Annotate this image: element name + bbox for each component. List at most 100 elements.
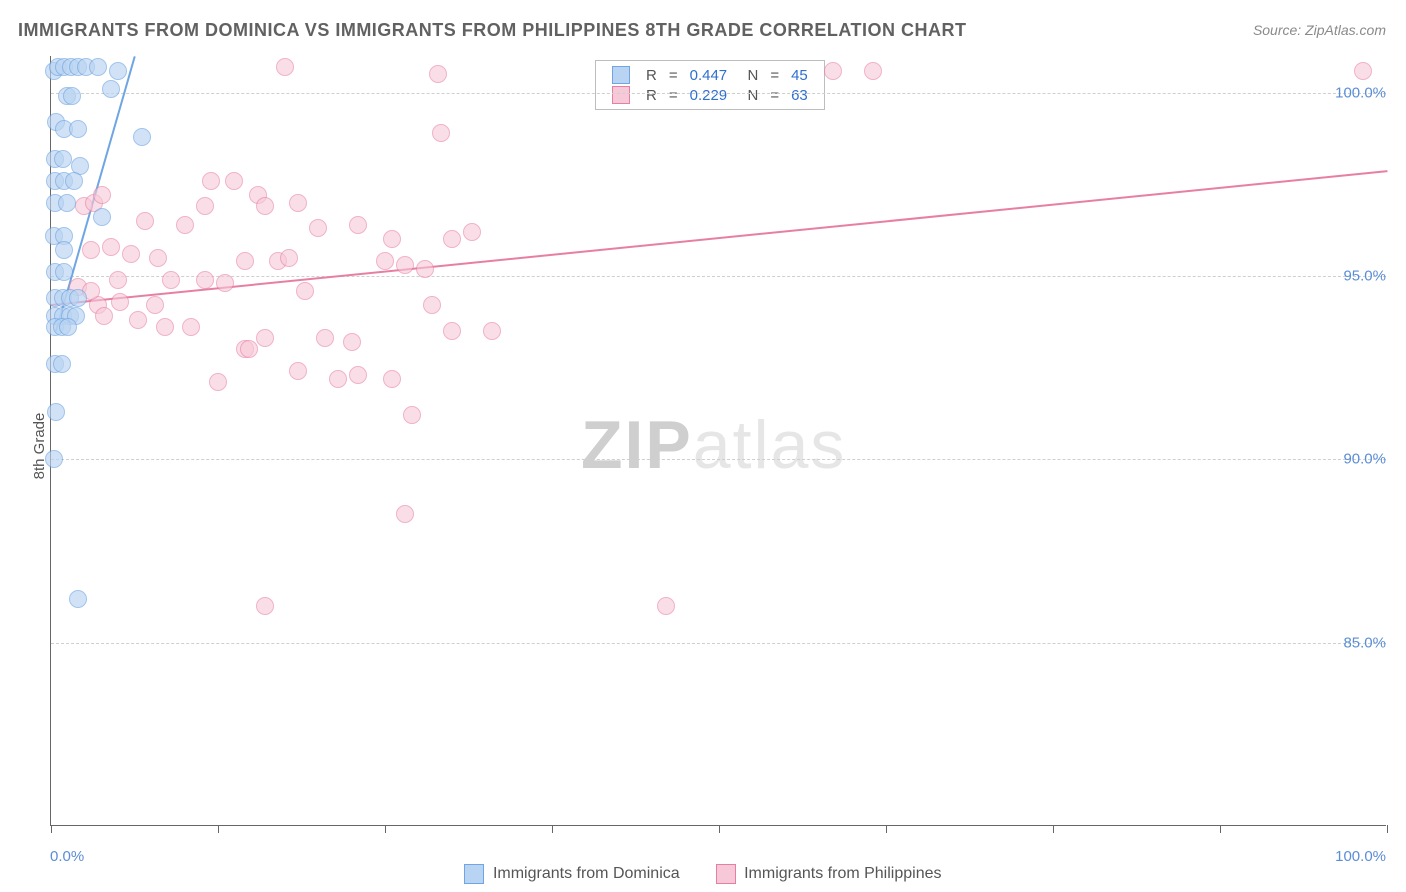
data-point-philippines	[824, 62, 842, 80]
data-point-philippines	[463, 223, 481, 241]
legend-label: Immigrants from Philippines	[744, 865, 941, 882]
data-point-philippines	[1354, 62, 1372, 80]
x-tick	[51, 825, 52, 833]
x-tick	[218, 825, 219, 833]
data-point-dominica	[89, 58, 107, 76]
data-point-philippines	[349, 366, 367, 384]
data-point-philippines	[432, 124, 450, 142]
y-tick-label: 85.0%	[1316, 634, 1386, 651]
data-point-philippines	[162, 271, 180, 289]
x-tick	[886, 825, 887, 833]
legend-n-value-dominica: 45	[785, 65, 814, 85]
data-point-dominica	[55, 241, 73, 259]
watermark: ZIPatlas	[581, 406, 846, 484]
data-point-dominica	[63, 87, 81, 105]
data-point-philippines	[256, 329, 274, 347]
data-point-dominica	[93, 208, 111, 226]
data-point-philippines	[82, 241, 100, 259]
data-point-philippines	[383, 230, 401, 248]
legend-n-label: N	[733, 65, 764, 85]
data-point-philippines	[122, 245, 140, 263]
legend-n-label: N	[733, 85, 764, 105]
chart-title: IMMIGRANTS FROM DOMINICA VS IMMIGRANTS F…	[18, 20, 967, 41]
data-point-dominica	[53, 355, 71, 373]
data-point-philippines	[236, 252, 254, 270]
correlation-legend: R = 0.447 N = 45 R = 0.229 N = 63	[595, 60, 825, 110]
data-point-philippines	[376, 252, 394, 270]
gridline-h	[51, 643, 1386, 644]
legend-r-value-philippines: 0.229	[684, 85, 734, 105]
data-point-philippines	[416, 260, 434, 278]
data-point-dominica	[45, 450, 63, 468]
x-tick-label: 100.0%	[1335, 848, 1386, 865]
data-point-philippines	[156, 318, 174, 336]
data-point-philippines	[109, 271, 127, 289]
x-tick-label: 0.0%	[50, 848, 84, 865]
y-axis-label: 8th Grade	[31, 413, 48, 480]
data-point-dominica	[59, 318, 77, 336]
data-point-dominica	[133, 128, 151, 146]
y-tick-label: 90.0%	[1316, 451, 1386, 468]
data-point-philippines	[95, 307, 113, 325]
gridline-h	[51, 93, 1386, 94]
data-point-philippines	[146, 296, 164, 314]
data-point-philippines	[289, 194, 307, 212]
data-point-philippines	[176, 216, 194, 234]
legend-n-value-philippines: 63	[785, 85, 814, 105]
data-point-philippines	[483, 322, 501, 340]
data-point-philippines	[396, 505, 414, 523]
legend-row-philippines: R = 0.229 N = 63	[606, 85, 814, 105]
legend-item: Immigrants from Philippines	[716, 865, 942, 882]
data-point-dominica	[69, 120, 87, 138]
data-point-philippines	[182, 318, 200, 336]
data-point-philippines	[864, 62, 882, 80]
data-point-philippines	[276, 58, 294, 76]
watermark-atlas: atlas	[693, 407, 847, 483]
legend-r-label: R	[640, 65, 663, 85]
data-point-dominica	[102, 80, 120, 98]
data-point-philippines	[149, 249, 167, 267]
legend-eq: =	[663, 85, 684, 105]
data-point-philippines	[296, 282, 314, 300]
data-point-dominica	[69, 590, 87, 608]
x-tick	[1053, 825, 1054, 833]
data-point-dominica	[65, 172, 83, 190]
data-point-philippines	[316, 329, 334, 347]
x-tick	[385, 825, 386, 833]
data-point-philippines	[129, 311, 147, 329]
data-point-philippines	[216, 274, 234, 292]
swatch-philippines	[612, 86, 630, 104]
series-legend: Immigrants from Dominica Immigrants from…	[0, 864, 1406, 884]
data-point-philippines	[309, 219, 327, 237]
y-tick-label: 95.0%	[1316, 268, 1386, 285]
data-point-philippines	[111, 293, 129, 311]
data-point-philippines	[225, 172, 243, 190]
chart-source: Source: ZipAtlas.com	[1253, 22, 1386, 38]
x-tick	[1387, 825, 1388, 833]
x-tick	[1220, 825, 1221, 833]
data-point-philippines	[102, 238, 120, 256]
legend-item: Immigrants from Dominica	[464, 865, 679, 882]
legend-swatch	[716, 864, 736, 884]
data-point-philippines	[280, 249, 298, 267]
data-point-philippines	[196, 271, 214, 289]
gridline-h	[51, 276, 1386, 277]
data-point-philippines	[136, 212, 154, 230]
data-point-philippines	[343, 333, 361, 351]
data-point-philippines	[196, 197, 214, 215]
data-point-dominica	[109, 62, 127, 80]
data-point-dominica	[55, 263, 73, 281]
data-point-philippines	[403, 406, 421, 424]
legend-eq: =	[663, 65, 684, 85]
legend-eq: =	[764, 85, 785, 105]
data-point-philippines	[329, 370, 347, 388]
data-point-philippines	[383, 370, 401, 388]
data-point-philippines	[443, 230, 461, 248]
data-point-philippines	[396, 256, 414, 274]
legend-swatch	[464, 864, 484, 884]
data-point-philippines	[423, 296, 441, 314]
data-point-philippines	[289, 362, 307, 380]
data-point-dominica	[54, 150, 72, 168]
y-tick-label: 100.0%	[1316, 84, 1386, 101]
data-point-philippines	[657, 597, 675, 615]
